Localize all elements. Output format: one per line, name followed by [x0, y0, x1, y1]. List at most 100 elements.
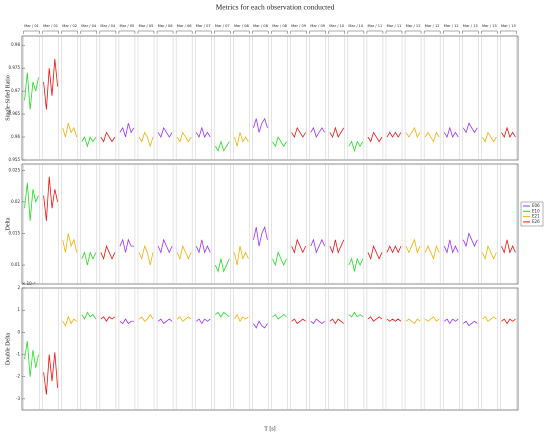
data-line	[443, 126, 459, 139]
y-tick-label: 0.025	[9, 167, 21, 172]
y-tick-label: 2	[17, 285, 20, 290]
data-line	[501, 239, 516, 254]
y-tick-label: 0.975	[9, 65, 21, 70]
segment-label: Mar / 08	[272, 24, 288, 28]
data-line	[214, 258, 230, 273]
segment-bracket	[118, 30, 136, 34]
chart-title: Metrics for each observation conducted	[216, 3, 335, 12]
data-line	[43, 176, 59, 221]
segment-label: Mar / 02	[62, 24, 77, 28]
x-axis-label: T [s]	[264, 426, 275, 432]
data-line	[462, 232, 478, 248]
segment-bracket	[23, 30, 40, 34]
segment-label: Mar / 07	[215, 24, 230, 28]
segment-bracket	[385, 30, 403, 34]
data-line	[195, 318, 211, 325]
data-line	[100, 244, 116, 261]
data-line	[310, 318, 325, 325]
data-line	[138, 131, 154, 148]
segment-bracket	[233, 30, 250, 34]
data-line	[233, 246, 249, 266]
segment-bracket	[175, 30, 193, 34]
data-line	[157, 126, 173, 139]
data-line	[329, 318, 345, 325]
data-line	[195, 126, 211, 139]
segment-label: Mar / 12	[406, 24, 421, 28]
y-tick-label: 0.965	[9, 111, 21, 116]
data-line	[138, 313, 154, 322]
data-line	[291, 238, 306, 254]
segment-label: Mar / 12	[444, 24, 459, 28]
segment-label: Mar / 04	[100, 24, 116, 28]
data-line	[291, 318, 306, 325]
data-line	[214, 140, 230, 152]
y-tick-label: 0.98	[11, 42, 20, 47]
data-line	[81, 311, 97, 320]
data-line	[100, 131, 116, 143]
data-line	[272, 314, 287, 320]
segment-bracket	[252, 30, 269, 34]
segment-bracket	[42, 30, 59, 34]
data-line	[62, 315, 77, 327]
data-line	[43, 58, 59, 110]
y-tick-label: -3	[16, 396, 20, 401]
data-line	[195, 239, 211, 254]
data-line	[62, 233, 78, 253]
data-line	[405, 126, 421, 139]
data-line	[329, 239, 345, 254]
data-line	[176, 244, 192, 261]
data-line	[386, 131, 402, 138]
data-line	[367, 131, 383, 143]
data-line	[81, 251, 97, 266]
segment-label: Mar / 11	[367, 24, 382, 28]
segment-bracket	[500, 30, 517, 34]
segment-label: Mar / 07	[196, 24, 211, 28]
y-axis-label: Delta	[5, 217, 11, 230]
segment-bracket	[271, 30, 288, 34]
data-line	[501, 126, 516, 139]
data-line	[310, 238, 326, 254]
segment-label: Mar / 06	[158, 24, 174, 28]
segment-bracket	[328, 30, 346, 34]
y-tick-label: 0	[17, 329, 20, 334]
data-line	[24, 182, 39, 221]
segment-bracket	[194, 30, 212, 34]
segment-label: Mar / 01	[24, 24, 39, 28]
data-line	[424, 131, 440, 143]
data-line	[367, 244, 383, 261]
data-line	[405, 238, 421, 254]
data-line	[463, 320, 478, 327]
data-line	[386, 318, 402, 322]
data-line	[81, 136, 97, 148]
data-line	[138, 244, 154, 266]
segment-label: Mar / 08	[253, 24, 269, 28]
plot-frame	[21, 287, 519, 411]
segment-bracket	[61, 30, 78, 34]
segment-bracket	[442, 30, 460, 34]
segment-bracket	[80, 30, 98, 34]
data-line	[272, 136, 287, 148]
y-tick-label: 1	[17, 307, 20, 312]
data-line	[215, 311, 230, 318]
data-line	[405, 318, 421, 325]
y-tick-label: 0.97	[11, 88, 20, 93]
legend-label: E10	[532, 208, 540, 213]
segment-label: Mar / 01	[43, 24, 58, 28]
data-line	[157, 238, 173, 254]
data-line	[482, 244, 497, 261]
data-line	[348, 311, 364, 318]
data-line	[482, 131, 497, 143]
data-line	[348, 257, 364, 272]
y-tick-label: 0.015	[9, 230, 21, 235]
y-tick-label: 0.96	[11, 134, 20, 139]
data-line	[501, 318, 516, 325]
data-line	[43, 352, 59, 395]
segment-label: Mar / 06	[177, 24, 193, 28]
segment-bracket	[423, 30, 441, 34]
y-tick-label: 0.955	[9, 157, 21, 162]
segment-label: Mar / 05	[119, 24, 134, 28]
data-line	[424, 244, 440, 261]
y-axis-label: Single-Sided Ratio	[5, 75, 11, 121]
data-line	[119, 318, 134, 325]
